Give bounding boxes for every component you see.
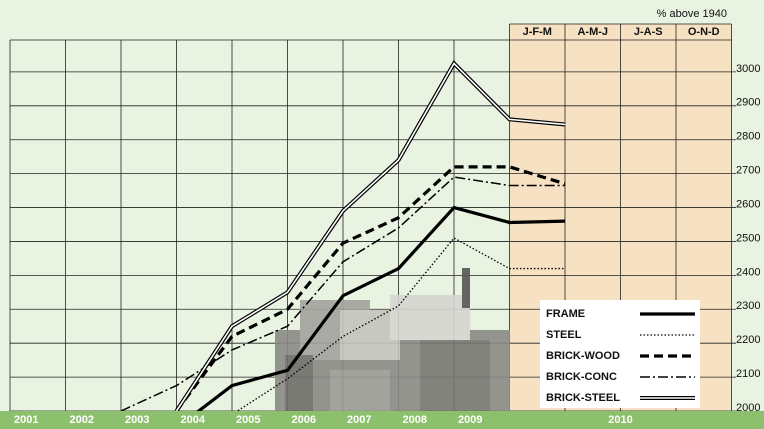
legend-label: STEEL (546, 329, 582, 341)
x-tick-label: 2005 (236, 414, 260, 426)
legend-label: BRICK-CONC (546, 371, 617, 383)
y-tick-label: 2400 (736, 266, 760, 278)
y-tick-label: 2100 (736, 368, 760, 380)
x-tick-label: 2009 (458, 414, 482, 426)
x-tick-label: 2002 (70, 414, 94, 426)
y-tick-label: 2200 (736, 334, 760, 346)
legend-label: BRICK-WOOD (546, 350, 620, 362)
legend-label: BRICK-STEEL (546, 392, 620, 404)
y-tick-label: 2600 (736, 198, 760, 210)
x-tick-label: 2001 (14, 414, 38, 426)
y-tick-label: 2700 (736, 165, 760, 177)
y-tick-label: 2000 (736, 402, 760, 414)
x-tick-label: 2006 (292, 414, 316, 426)
y-tick-label: 2300 (736, 300, 760, 312)
y-tick-label: 2900 (736, 97, 760, 109)
y-axis-label: % above 1940 (657, 8, 727, 20)
y-tick-label: 2500 (736, 232, 760, 244)
y-tick-label: 2800 (736, 131, 760, 143)
x-tick-label: 2008 (403, 414, 427, 426)
quarter-label: O-N-D (688, 26, 720, 38)
y-tick-label: 3000 (736, 63, 760, 75)
legend-label: FRAME (546, 308, 585, 320)
quarter-label: A-M-J (577, 26, 608, 38)
x-tick-label: 2007 (347, 414, 371, 426)
x-tick-label: 2003 (125, 414, 149, 426)
quarter-label: J-F-M (523, 26, 552, 38)
chart: % above 1940 FRAME STEEL BRICK-WOOD BRICK-C… (0, 0, 764, 429)
x-tick-label: 2004 (181, 414, 206, 426)
span-label: 2010 (608, 414, 632, 426)
year-bar (0, 411, 764, 429)
quarter-label: J-A-S (634, 26, 663, 38)
